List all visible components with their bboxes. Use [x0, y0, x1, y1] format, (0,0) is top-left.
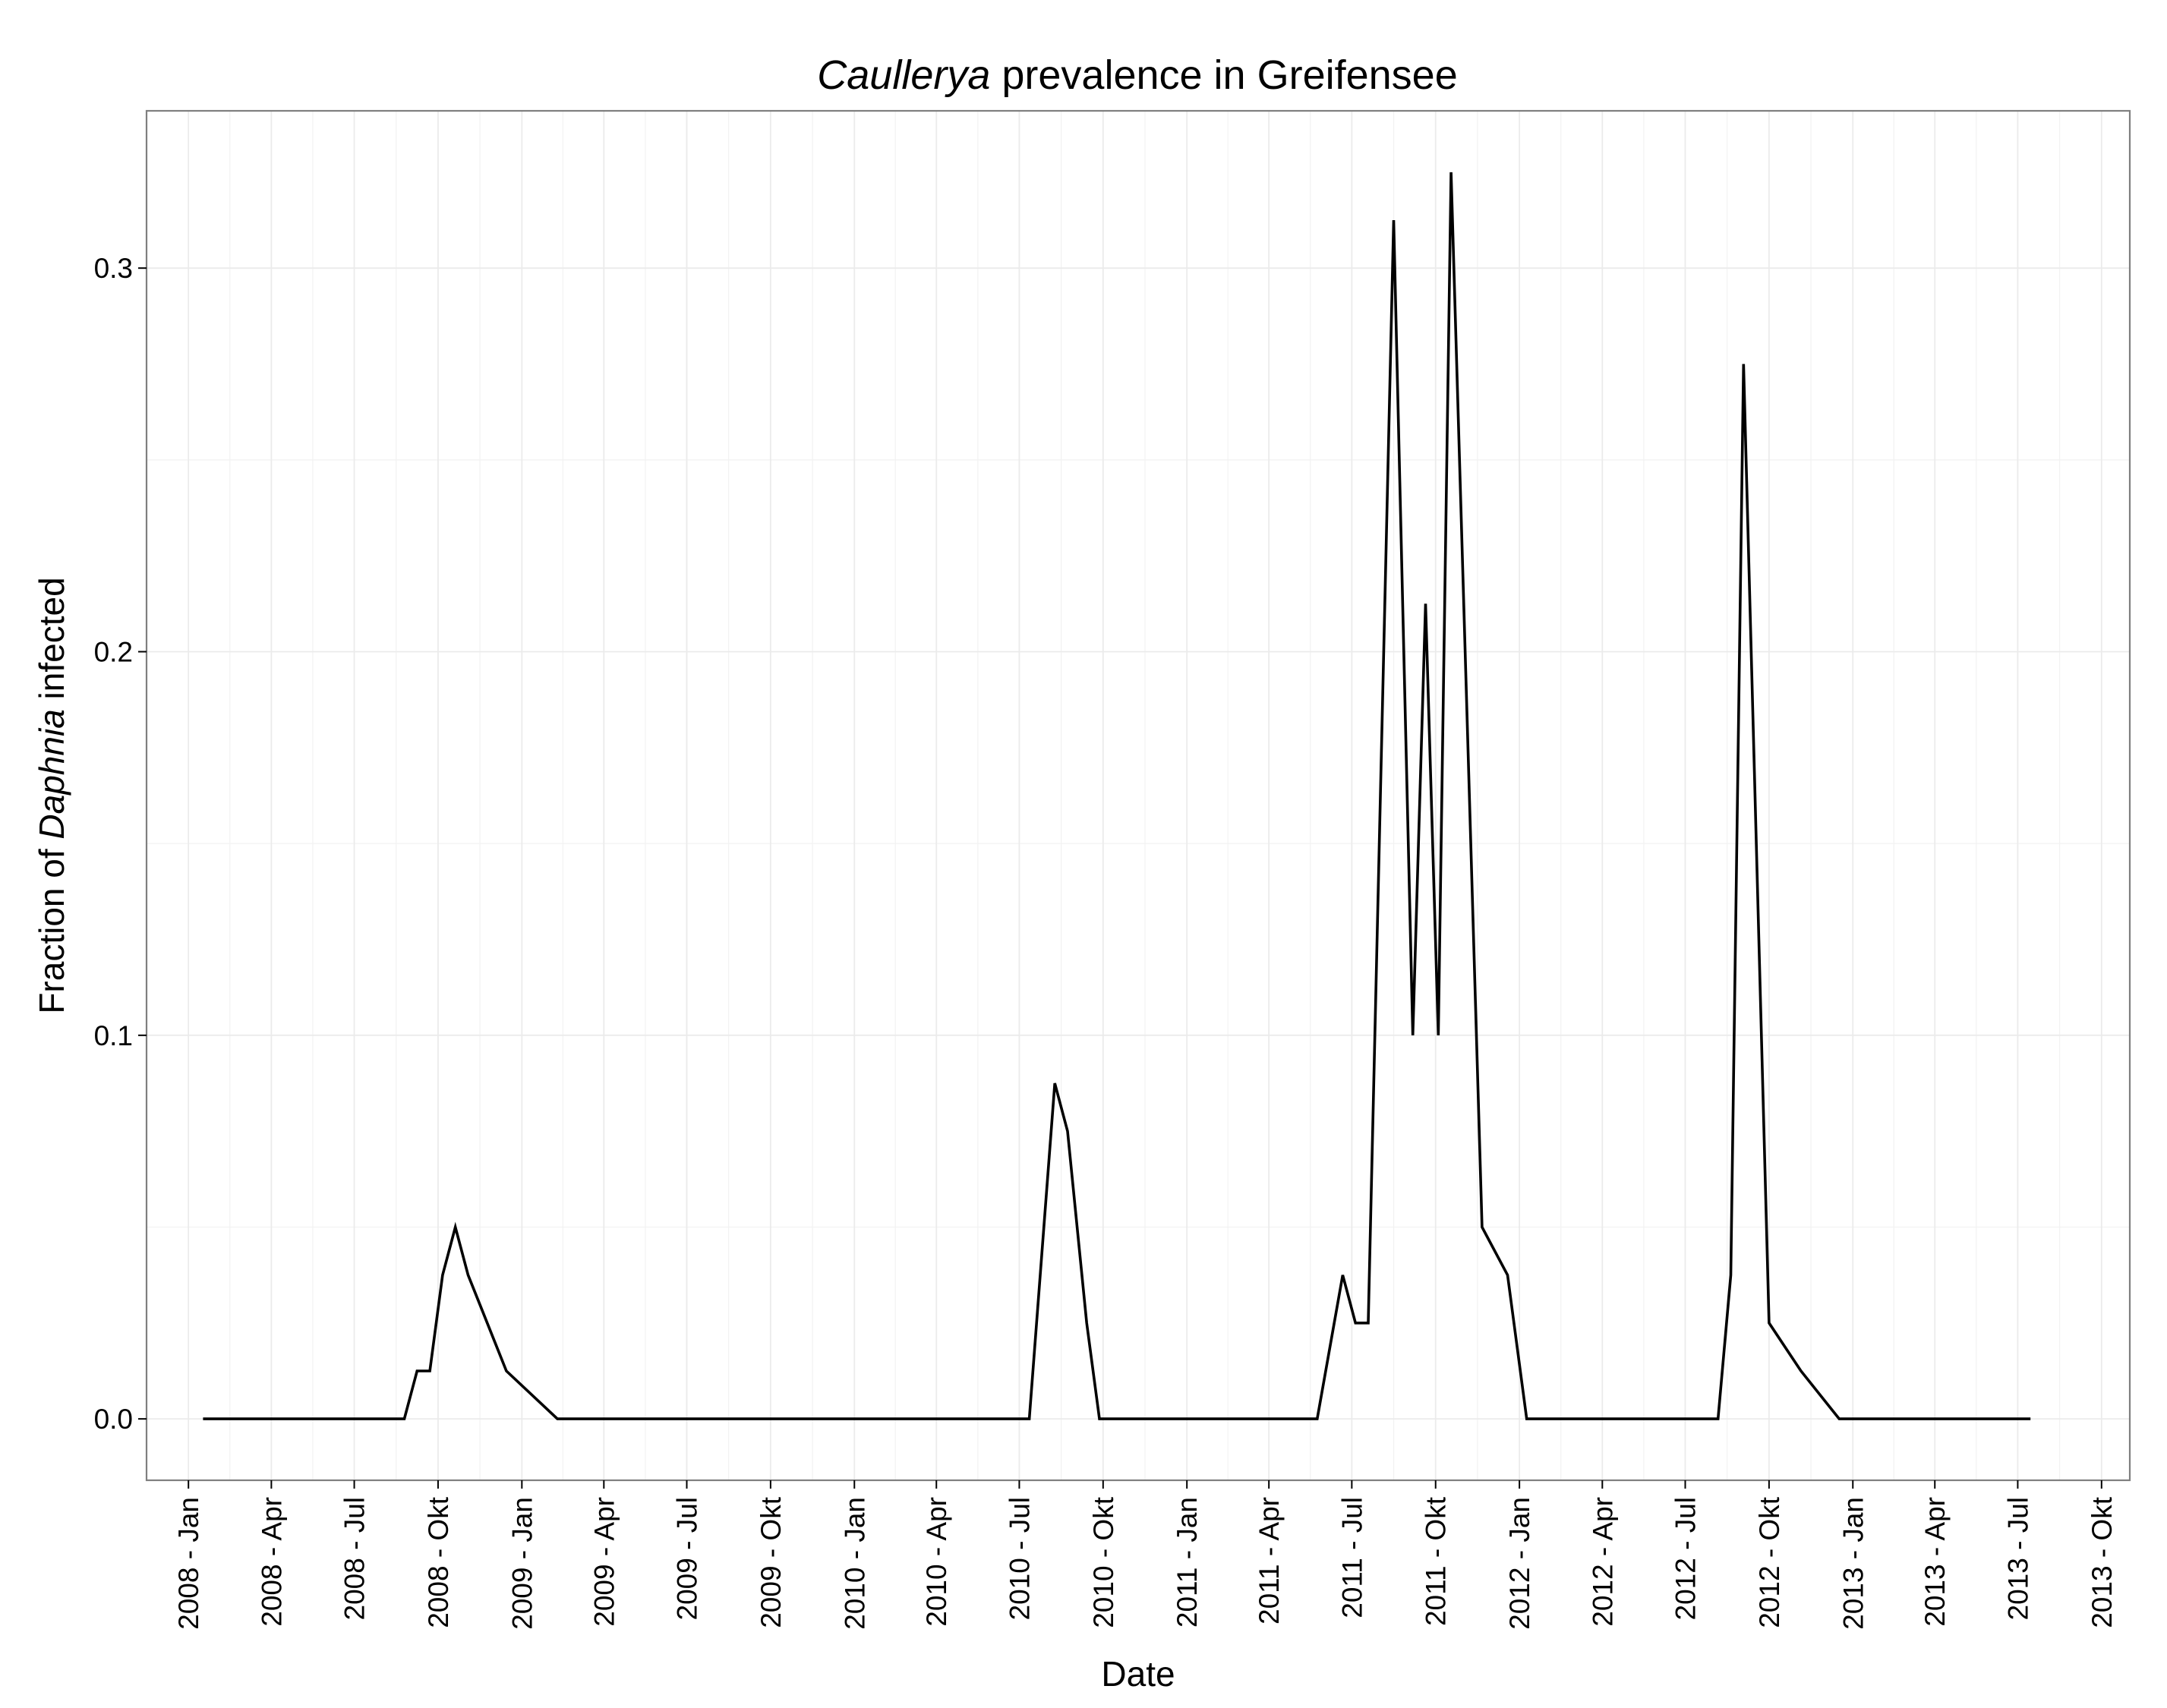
- series-layer: [203, 172, 2031, 1420]
- plot-panel: [145, 109, 2131, 1482]
- x-tick-label: 2008 - Jan: [173, 1497, 204, 1630]
- x-axis: 2008 - Jan 2008 - Apr 2008 - Jul 2008 - Okt…: [173, 1480, 2118, 1630]
- x-tick-label: 2010 - Jul: [1004, 1497, 1035, 1621]
- chart-title-italic: Caullerya: [817, 52, 990, 98]
- series-line: [203, 172, 2031, 1420]
- y-tick-label: 0.0: [94, 1404, 133, 1435]
- x-tick-label: 2011 - Jul: [1336, 1497, 1367, 1618]
- y-axis-title-suffix: infected: [32, 577, 71, 709]
- grid: [147, 111, 2130, 1480]
- y-tick-label: 0.3: [94, 253, 133, 284]
- x-tick-label: 2009 - Jul: [671, 1497, 702, 1621]
- y-tick-label: 0.1: [94, 1020, 133, 1051]
- x-tick-label: 2010 - Okt: [1088, 1496, 1119, 1628]
- y-tick-label: 0.2: [94, 637, 133, 668]
- x-tick-label: 2008 - Apr: [256, 1497, 287, 1627]
- x-tick-label: 2009 - Okt: [755, 1496, 787, 1628]
- x-tick-label: 2011 - Okt: [1421, 1496, 1452, 1626]
- x-axis-title: Date: [1101, 1654, 1175, 1694]
- x-tick-label: 2009 - Apr: [588, 1497, 620, 1627]
- chart-title-rest: prevalence in Greifensee: [990, 52, 1457, 98]
- x-tick-label: 2013 - Jul: [2002, 1497, 2033, 1621]
- y-axis-title-italic: Daphnia: [32, 709, 71, 839]
- x-tick-label: 2012 - Okt: [1754, 1496, 1785, 1628]
- x-tick-label: 2013 - Okt: [2087, 1496, 2118, 1628]
- y-axis-title-prefix: Fraction of: [32, 840, 71, 1014]
- x-tick-label: 2013 - Apr: [1919, 1497, 1951, 1627]
- x-tick-label: 2008 - Okt: [423, 1496, 454, 1628]
- x-tick-label: 2012 - Apr: [1587, 1497, 1618, 1627]
- x-tick-label: 2010 - Apr: [921, 1497, 952, 1627]
- y-axis: 0.0 0.1 0.2 0.3: [94, 253, 147, 1435]
- x-tick-label: 2013 - Jan: [1837, 1497, 1869, 1630]
- y-axis-title: Fraction of Daphnia infected: [32, 577, 71, 1013]
- x-tick-label: 2012 - Jan: [1504, 1497, 1535, 1630]
- x-tick-label: 2009 - Jan: [506, 1497, 538, 1630]
- x-tick-label: 2012 - Jul: [1670, 1497, 1701, 1621]
- chart-title: Caullerya prevalence in Greifensee: [817, 52, 1457, 98]
- x-tick-label: 2011 - Jan: [1172, 1497, 1203, 1628]
- x-tick-label: 2011 - Apr: [1254, 1497, 1285, 1624]
- x-tick-label: 2008 - Jul: [339, 1497, 371, 1621]
- x-tick-label: 2010 - Jan: [839, 1497, 870, 1630]
